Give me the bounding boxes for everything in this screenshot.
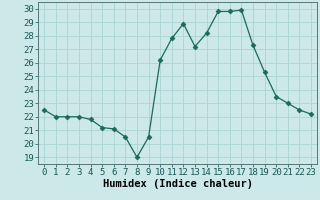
X-axis label: Humidex (Indice chaleur): Humidex (Indice chaleur) (103, 179, 252, 189)
